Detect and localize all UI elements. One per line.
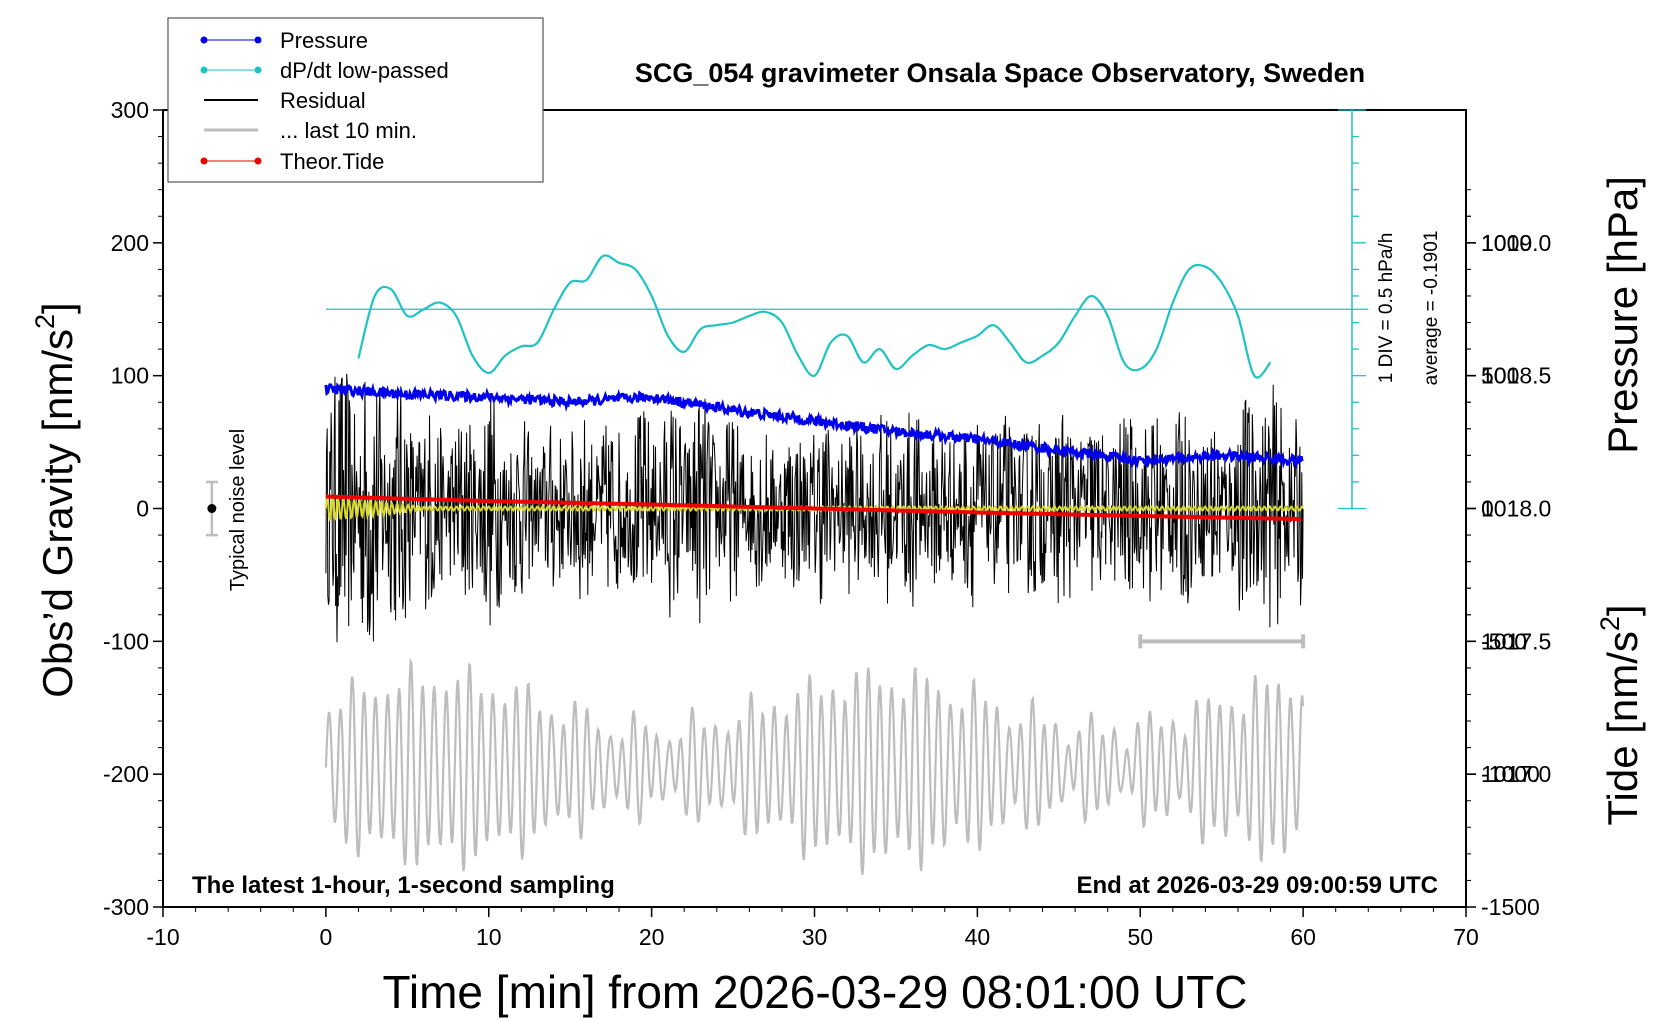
x-tick-label: 70 (1453, 924, 1479, 950)
annotation-bottom-left: The latest 1-hour, 1-second sampling (192, 872, 615, 899)
legend: Pressure dP/dt low-passed Residual ... l… (167, 17, 544, 183)
dpdt-average-label: average = -0.1901 (1421, 231, 1442, 386)
residual-series (325, 373, 1304, 643)
legend-item-residual: Residual (204, 88, 366, 113)
theoretical-tide-series (325, 494, 1302, 522)
noise-level-marker (205, 480, 218, 537)
pressure-tick-label: 1019.0 (1481, 230, 1551, 256)
legend-label-last10: ... last 10 min. (280, 118, 417, 143)
last10-line (324, 657, 1305, 875)
x-tick-label: 20 (639, 924, 665, 950)
tide-tick-label: 1000 (1481, 230, 1532, 256)
pressure-series (324, 382, 1304, 470)
dpdt-scale-bar (1337, 109, 1366, 510)
tide-tick-label: -500 (1481, 628, 1527, 654)
legend-label-residual: Residual (280, 88, 366, 113)
pressure-tick-label: 1018.5 (1481, 363, 1551, 389)
x-tick-label: -10 (146, 924, 179, 950)
tide-line (325, 494, 1302, 522)
pressure-axis-label: Pressure [hPa] (1599, 176, 1646, 454)
dpdt-scale-label: 1 DIV = 0.5 hPa/h (1376, 233, 1397, 384)
tide-axis-ticks: 1000 500 0 -500 -1000 -1500 (1466, 215, 1540, 920)
gravity-axis-ticks: 300 200 100 0 -100 -200 -300 (103, 97, 163, 920)
pressure-tick-label: 1018.0 (1481, 496, 1551, 522)
x-tick-label: 50 (1127, 924, 1153, 950)
legend-label-dpdt: dP/dt low-passed (280, 58, 449, 83)
residual-line (325, 373, 1304, 643)
x-tick-label: 60 (1290, 924, 1316, 950)
legend-item-dpdt: dP/dt low-passed (200, 58, 449, 83)
gravity-tick-label: -100 (103, 628, 149, 654)
legend-item-last10: ... last 10 min. (204, 118, 417, 143)
gravity-axis-label-sup: 2 (30, 314, 60, 329)
pressure-tick-label: 1017.5 (1481, 628, 1551, 654)
pressure-axis-ticks: 1019.0 1018.5 1018.0 1017.5 1017.0 (1466, 189, 1551, 787)
legend-item-tide: Theor.Tide (200, 149, 384, 174)
x-tick-label: 30 (802, 924, 828, 950)
gravity-tick-label: 0 (136, 496, 149, 522)
dpdt-series (325, 254, 1369, 379)
tide-tick-label: 500 (1481, 363, 1519, 389)
dpdt-line (357, 254, 1272, 379)
gravity-axis-label: Obs’d Gravity [nm/s2] (30, 302, 81, 697)
x-axis-label: Time [min] from 2026-03-29 08:01:00 UTC (383, 966, 1248, 1018)
legend-label-pressure: Pressure (280, 28, 368, 53)
pressure-tick-label: 1017.0 (1481, 761, 1551, 787)
tide-axis-label: Tide [nm/s2] (1595, 604, 1646, 825)
gravity-tick-label: -300 (103, 894, 149, 920)
last-10-min-series (324, 657, 1305, 875)
tide-tick-label: -1500 (1481, 894, 1540, 920)
noise-dot (207, 504, 217, 513)
chart-title: SCG_054 gravimeter Onsala Space Observat… (635, 58, 1365, 88)
noise-level-label: Typical noise level (227, 429, 249, 591)
tide-tick-label: 0 (1481, 496, 1494, 522)
tide-tick-label: -1000 (1481, 761, 1540, 787)
x-tick-label: 10 (476, 924, 502, 950)
legend-box (167, 17, 544, 183)
x-tick-label: 0 (319, 924, 332, 950)
annotation-bottom-right: End at 2026-03-29 09:00:59 UTC (1077, 872, 1439, 899)
x-tick-label: 40 (965, 924, 991, 950)
tide-axis-label-bracket: ] (1599, 604, 1646, 616)
x-axis-ticks: -10 0 10 20 30 40 50 60 70 (146, 907, 1479, 950)
gravity-tick-label: 100 (111, 363, 149, 389)
legend-item-pressure: Pressure (200, 28, 368, 53)
gravity-tick-label: 300 (111, 97, 149, 123)
pressure-line (324, 382, 1304, 470)
gravity-tick-label: -200 (103, 761, 149, 787)
last10-scale-bar (1138, 634, 1306, 649)
gravity-tick-label: 200 (111, 230, 149, 256)
legend-label-tide: Theor.Tide (280, 149, 384, 174)
gravity-axis-label-bracket: ] (34, 302, 81, 314)
tide-axis-label-sup: 2 (1595, 616, 1625, 631)
